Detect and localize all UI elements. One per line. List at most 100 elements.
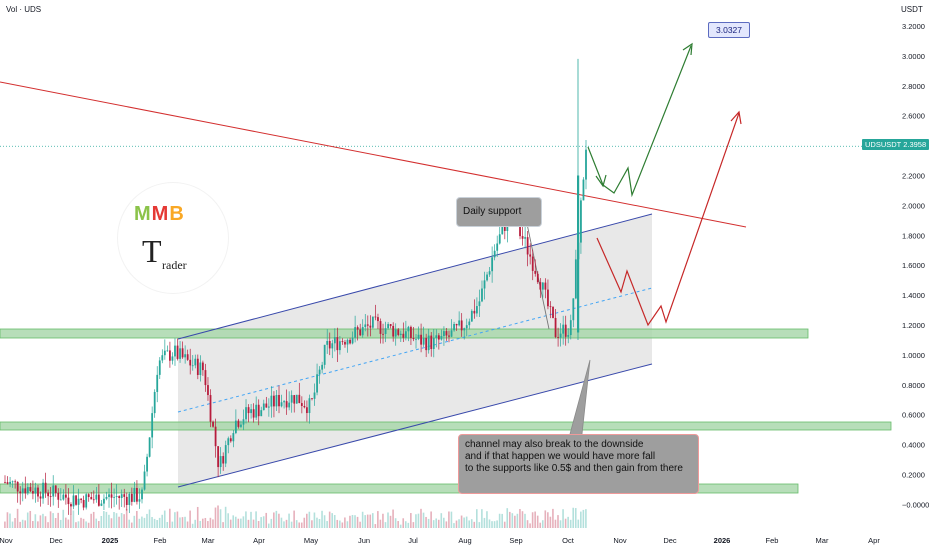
candle-body (328, 340, 331, 349)
candle-body (9, 481, 11, 484)
candle-body (207, 385, 209, 396)
candle-body (361, 327, 364, 336)
candle-body (171, 356, 174, 361)
candle-body (42, 482, 44, 499)
candle-body (288, 402, 291, 408)
volume-bar (6, 512, 9, 528)
volume-bar (113, 511, 115, 528)
daily-support-note[interactable]: Daily support (456, 197, 542, 227)
candle-body (130, 493, 133, 502)
candle-body (75, 495, 77, 505)
y-tick-label: 0.6000 (902, 411, 925, 420)
candle-body (432, 337, 435, 350)
volume-bar (209, 517, 212, 528)
volume-bar (440, 513, 443, 528)
candle-body (275, 394, 278, 407)
candle-body (427, 335, 430, 351)
volume-bar (100, 516, 103, 528)
volume-bar (361, 511, 364, 528)
volume-bar (316, 517, 318, 528)
candle-body (300, 403, 303, 407)
volume-bar (567, 516, 569, 528)
volume-bar (128, 519, 131, 528)
currency-label: USDT (901, 5, 923, 14)
candle-body (181, 348, 184, 358)
bearish-path (596, 112, 740, 327)
candle-body (52, 485, 55, 497)
candle-body (521, 236, 524, 239)
volume-bar (245, 511, 247, 528)
volume-bar (161, 514, 164, 528)
bullish-arrow-head-1 (595, 174, 607, 188)
target-price-label[interactable]: 3.0327 (708, 22, 750, 38)
volume-bar (21, 519, 24, 528)
candle-body (260, 410, 263, 417)
volume-bar (344, 517, 346, 528)
candle-body (32, 491, 34, 494)
candle-body (498, 234, 501, 244)
volume-bar (308, 511, 311, 528)
volume-bar (19, 521, 21, 528)
candle-body (582, 179, 585, 201)
candle-body (204, 370, 207, 386)
candle-body (90, 496, 93, 500)
candle-body (14, 481, 17, 483)
candle-body (541, 282, 544, 290)
volume-bar (463, 517, 465, 528)
volume-bar (47, 522, 49, 528)
candle-body (156, 374, 159, 392)
volume-bar (105, 511, 108, 528)
volume-bar (559, 520, 562, 528)
candle-body (237, 420, 240, 427)
x-tick-label: Nov (613, 536, 627, 545)
candle-body (97, 494, 100, 506)
volume-bar (201, 518, 204, 528)
trader-logo: MMB T rader (118, 183, 228, 293)
x-tick-label: Sep (509, 536, 522, 545)
volume-bar (496, 520, 498, 528)
candle-body (389, 324, 392, 326)
candle-body (503, 224, 506, 231)
volume-bar (402, 518, 405, 528)
volume-bar (204, 517, 207, 528)
current-price-tag: UDSUSDT 2.3958 (862, 139, 930, 150)
candle-body (371, 316, 374, 328)
bullish-path (587, 45, 692, 198)
candle-body (526, 237, 529, 255)
x-tick-label: Oct (562, 536, 575, 545)
y-tick-label: 2.8000 (902, 82, 925, 91)
candle-body (44, 482, 47, 493)
candle-body (323, 344, 326, 365)
volume-bar (186, 521, 189, 528)
volume-bar (217, 505, 219, 528)
volume-bar (265, 512, 268, 528)
channel-note[interactable]: channel may also break to the downside a… (458, 434, 699, 494)
candle-body (110, 494, 113, 498)
candle-body (483, 280, 486, 289)
volume-bar (448, 511, 450, 528)
candle-body (437, 335, 440, 340)
candle-body (163, 350, 166, 356)
volume-bar (288, 513, 290, 528)
support-zone (0, 483, 799, 494)
volume-bar (260, 517, 262, 528)
volume-bar (158, 517, 161, 528)
candle-body (567, 335, 570, 337)
candle-body (273, 395, 275, 407)
volume-bar (267, 523, 270, 528)
candle-body (326, 340, 329, 345)
descending-trendline (0, 81, 747, 228)
volume-bar (57, 512, 59, 528)
candle-body (255, 404, 258, 418)
volume-bar (574, 508, 577, 528)
candle-body (569, 320, 572, 336)
volume-bar (138, 518, 141, 528)
candle-body (394, 329, 397, 337)
volume-bar (445, 521, 448, 528)
candle-body (72, 495, 75, 507)
candle-body (377, 317, 379, 322)
volume-bar (564, 518, 567, 528)
volume-bar (341, 522, 344, 528)
volume-bar (75, 522, 77, 528)
